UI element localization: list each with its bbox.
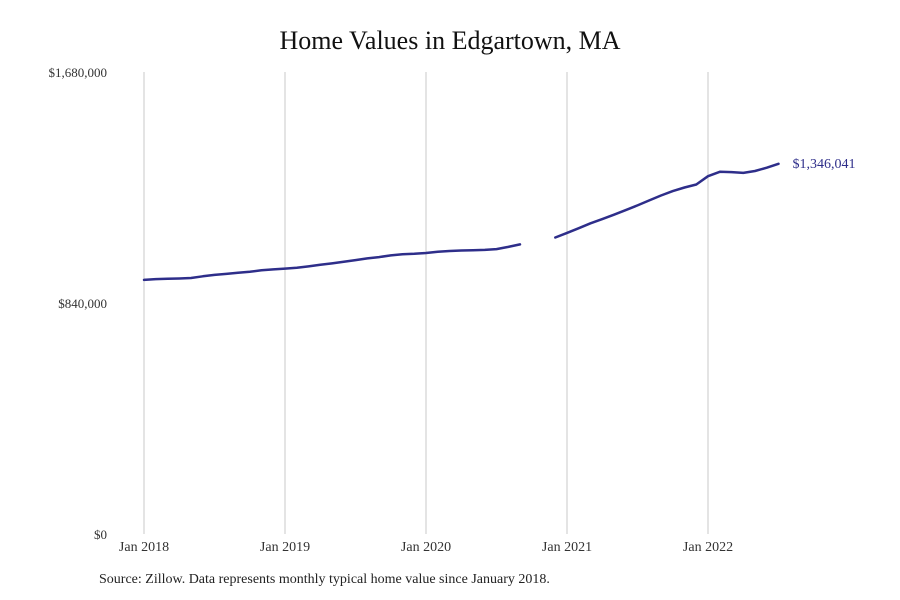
end-value-label: $1,346,041 [793,157,856,172]
y-tick-label: $0 [94,527,107,542]
source-note: Source: Zillow. Data represents monthly … [99,572,550,587]
x-tick-label: Jan 2021 [542,540,592,555]
x-tick-label: Jan 2019 [260,540,310,555]
x-tick-label: Jan 2022 [683,540,733,555]
chart-title: Home Values in Edgartown, MA [279,26,621,55]
series-line [142,243,522,282]
y-tick-label: $840,000 [58,296,107,311]
y-tick-label: $1,680,000 [49,65,108,80]
x-tick-label: Jan 2020 [401,540,451,555]
x-tick-label: Jan 2018 [119,540,169,555]
series-line [554,162,780,239]
